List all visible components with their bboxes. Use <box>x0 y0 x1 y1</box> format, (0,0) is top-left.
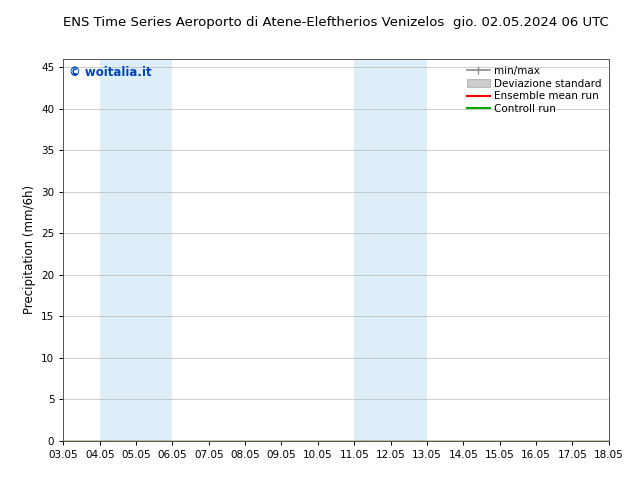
Bar <box>354 59 427 441</box>
Text: © woitalia.it: © woitalia.it <box>69 67 152 79</box>
Text: gio. 02.05.2024 06 UTC: gio. 02.05.2024 06 UTC <box>453 16 609 28</box>
Legend: min/max, Deviazione standard, Ensemble mean run, Controll run: min/max, Deviazione standard, Ensemble m… <box>465 64 604 116</box>
Y-axis label: Precipitation (mm/6h): Precipitation (mm/6h) <box>23 185 36 315</box>
Text: ENS Time Series Aeroporto di Atene-Eleftherios Venizelos: ENS Time Series Aeroporto di Atene-Eleft… <box>63 16 444 28</box>
Bar <box>100 59 172 441</box>
